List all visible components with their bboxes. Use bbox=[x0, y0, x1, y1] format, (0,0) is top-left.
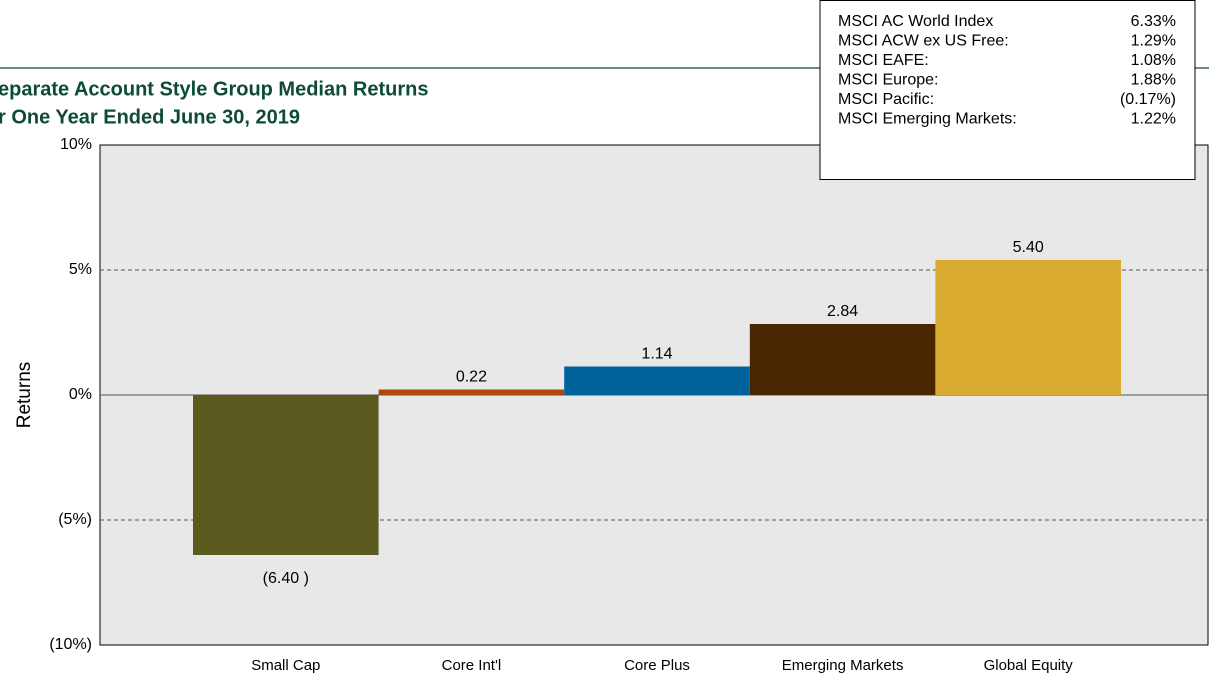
y-tick-label: 10% bbox=[60, 136, 92, 153]
index-value: (0.17%) bbox=[1120, 91, 1176, 108]
bar bbox=[193, 395, 379, 555]
x-tick-label: Core Int'l bbox=[442, 657, 502, 674]
x-tick-label: Global Equity bbox=[984, 657, 1074, 674]
value-label: (6.40 ) bbox=[263, 570, 309, 587]
index-value: 1.22% bbox=[1131, 111, 1176, 128]
y-tick-label: 0% bbox=[69, 386, 92, 403]
index-value: 6.33% bbox=[1131, 13, 1176, 30]
chart-subtitle: r One Year Ended June 30, 2019 bbox=[0, 106, 300, 128]
value-label: 1.14 bbox=[641, 346, 672, 363]
x-tick-label: Core Plus bbox=[624, 657, 690, 674]
index-name: MSCI Emerging Markets: bbox=[838, 111, 1017, 128]
y-tick-label: (5%) bbox=[58, 511, 92, 528]
value-label: 0.22 bbox=[456, 369, 487, 386]
index-name: MSCI AC World Index bbox=[838, 13, 993, 30]
index-name: MSCI Europe: bbox=[838, 72, 938, 89]
value-label: 5.40 bbox=[1013, 239, 1044, 256]
bar bbox=[935, 260, 1121, 395]
chart-title: eparate Account Style Group Median Retur… bbox=[0, 78, 428, 100]
index-name: MSCI Pacific: bbox=[838, 91, 934, 108]
y-axis-label: Returns bbox=[14, 362, 35, 429]
index-value: 1.88% bbox=[1131, 72, 1176, 89]
x-tick-label: Emerging Markets bbox=[782, 657, 904, 674]
index-value: 1.08% bbox=[1131, 52, 1176, 69]
x-tick-label: Small Cap bbox=[251, 657, 320, 674]
index-name: MSCI ACW ex US Free: bbox=[838, 33, 1009, 50]
y-tick-label: (10%) bbox=[49, 636, 92, 653]
value-label: 2.84 bbox=[827, 303, 858, 320]
bar bbox=[378, 389, 565, 395]
index-name: MSCI EAFE: bbox=[838, 52, 929, 69]
bar bbox=[564, 366, 750, 395]
index-box bbox=[819, 0, 1196, 180]
y-tick-label: 5% bbox=[69, 261, 92, 278]
bar bbox=[749, 324, 936, 395]
index-value: 1.29% bbox=[1131, 33, 1176, 50]
